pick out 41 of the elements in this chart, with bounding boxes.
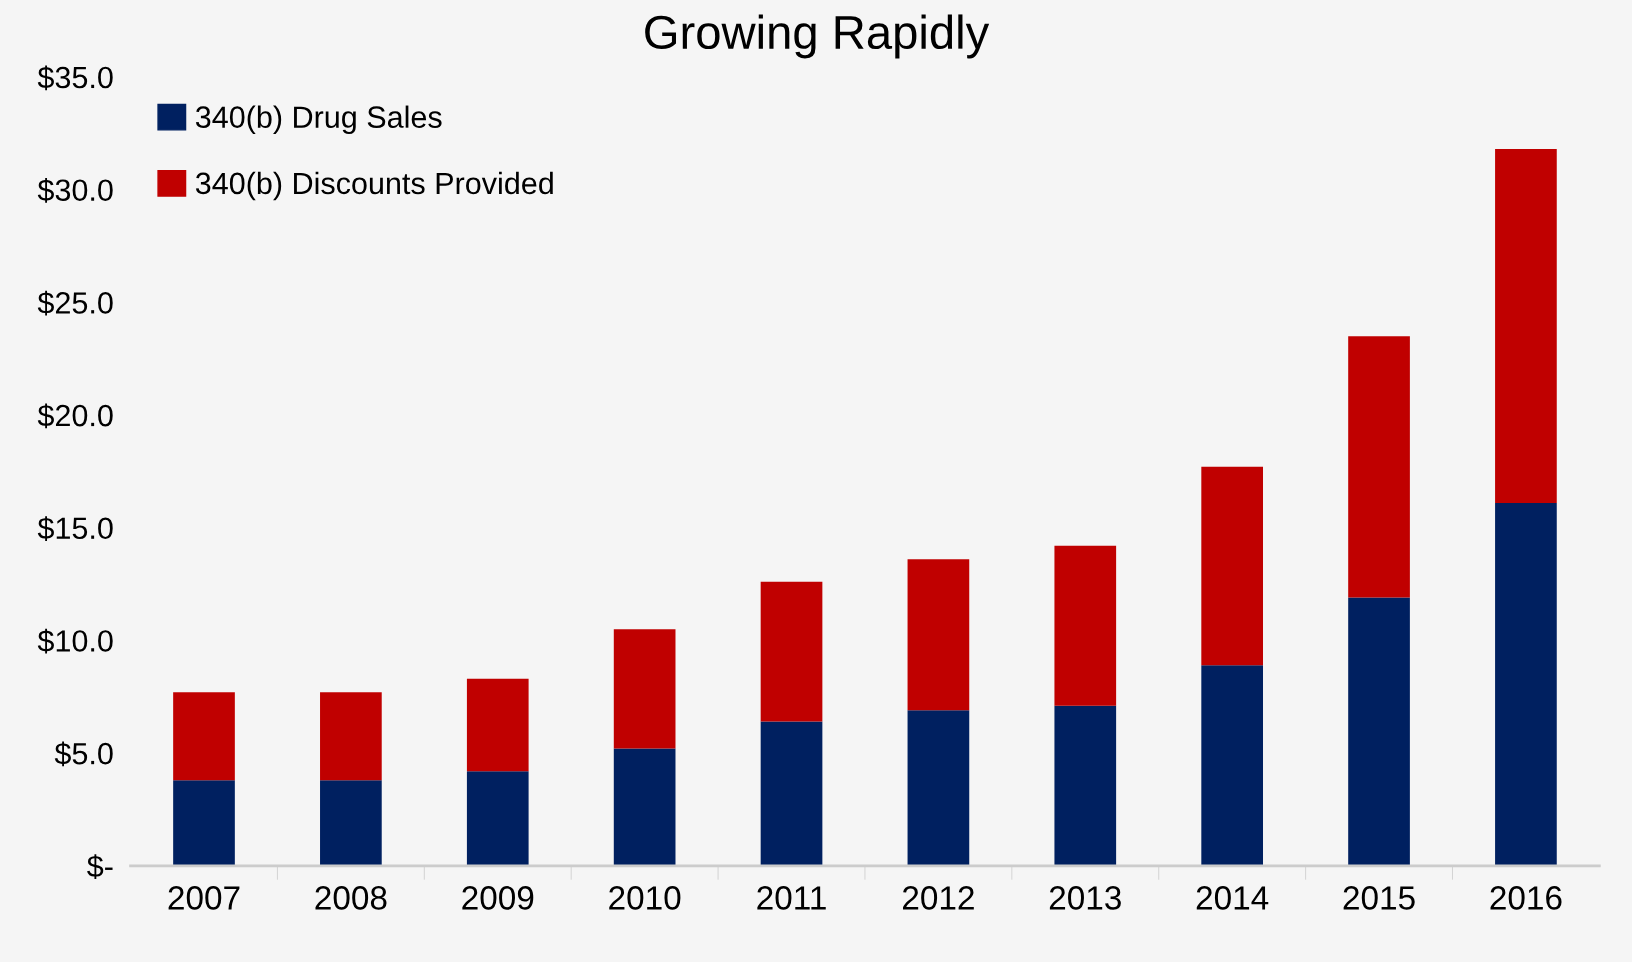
bar: [1495, 502, 1557, 866]
legend-label: 340(b) Drug Sales: [195, 105, 442, 135]
x-tick-label: 2007: [168, 886, 240, 910]
bar: [1495, 149, 1557, 503]
bar: [173, 780, 235, 866]
bar: [1201, 466, 1263, 666]
bar: [173, 692, 235, 781]
bar: [613, 748, 676, 866]
bar: [760, 581, 823, 722]
x-tick-label: 2010: [609, 886, 681, 910]
x-tick-label: 2015: [1343, 886, 1415, 910]
bar: [613, 629, 676, 749]
bar: [907, 710, 970, 866]
y-tick-label: $30.0: [37, 178, 113, 203]
x-tick-label: 2014: [1196, 886, 1269, 910]
bar: [466, 678, 529, 772]
bar: [1201, 665, 1263, 866]
x-tick-label: 2012: [903, 886, 974, 910]
y-tick-label: $15.0: [37, 516, 113, 541]
bar: [1054, 545, 1117, 706]
bar: [1348, 597, 1410, 866]
chart-title: Growing Rapidly: [645, 14, 990, 59]
y-tick-label: $-: [87, 854, 113, 879]
y-tick-label: $35.0: [37, 65, 113, 91]
x-tick-label: 2013: [1049, 886, 1121, 910]
x-tick-label: 2008: [315, 886, 387, 910]
legend-label: 340(b) Discounts Provided: [195, 171, 553, 201]
bar: [320, 780, 382, 866]
bar: [1348, 336, 1410, 598]
x-tick-label: 2016: [1490, 886, 1562, 910]
y-tick-label: $5.0: [54, 741, 113, 767]
x-tick-label: 2009: [462, 886, 534, 910]
bar: [907, 559, 970, 711]
bar: [1054, 705, 1117, 866]
y-tick-label: $20.0: [37, 403, 113, 429]
bar: [760, 721, 823, 866]
x-tick-label: 2011: [757, 886, 826, 910]
y-tick-label: $10.0: [37, 628, 113, 654]
y-tick-label: $25.0: [37, 290, 113, 316]
bar: [466, 771, 529, 866]
bar: [320, 692, 382, 781]
